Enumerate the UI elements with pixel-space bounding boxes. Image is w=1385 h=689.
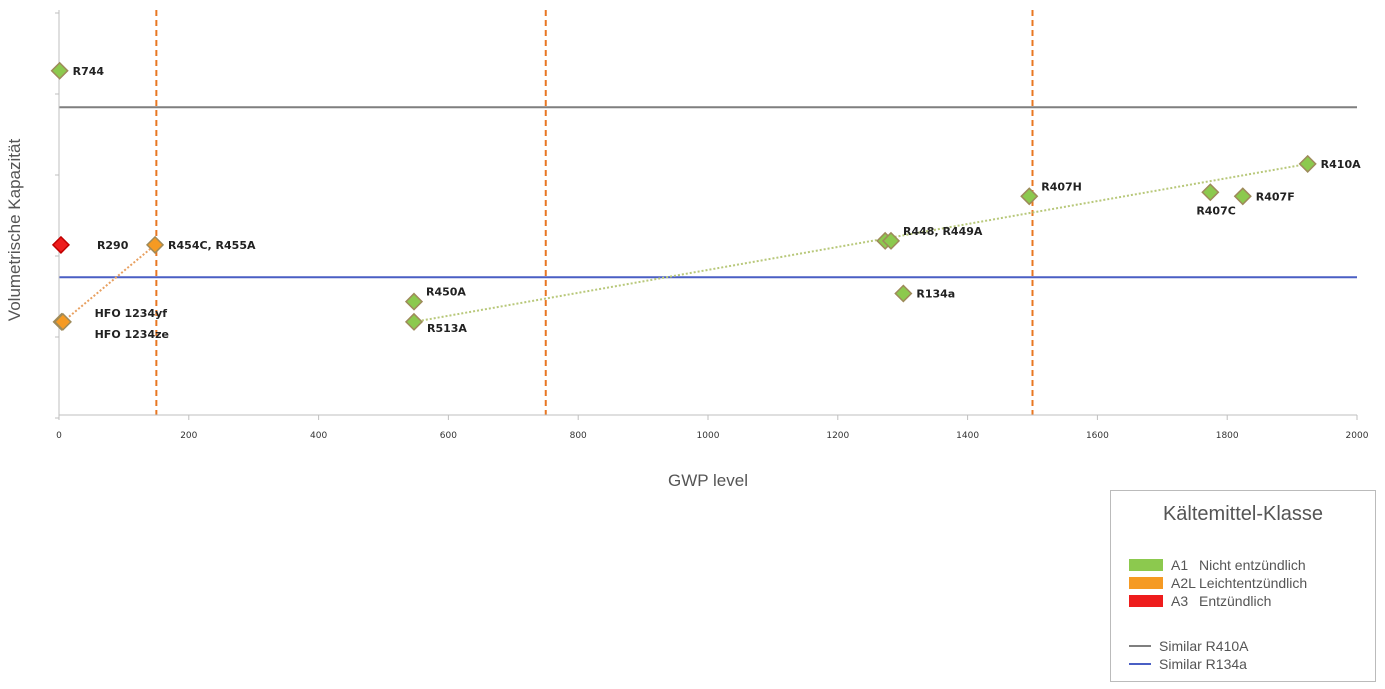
point-label-r410a: R410A <box>1321 158 1361 171</box>
data-point-r134a <box>894 284 913 303</box>
data-points <box>50 61 1317 331</box>
point-label-r744: R744 <box>73 65 105 78</box>
legend-text-similar-r410a: Similar R410A <box>1159 638 1249 654</box>
data-point-r407f <box>1233 187 1252 206</box>
point-label-r513a: R513A <box>427 322 467 335</box>
legend-item-a2l: A2L Leichtentzündlich <box>1129 575 1307 591</box>
legend-item-a1: A1 Nicht entzündlich <box>1129 557 1306 573</box>
legend-code-a3: A3 <box>1171 593 1189 609</box>
x-tick-label-600: 600 <box>440 431 457 441</box>
legend-text-a1: Nicht entzündlich <box>1199 557 1306 573</box>
axes: 0 200 400 600 800 1000 1200 1400 1600 1800 2000 <box>55 10 1369 441</box>
point-label-r454c-r455a: R454C, R455A <box>168 239 256 252</box>
x-tick-label-400: 400 <box>310 431 327 441</box>
data-point-r407h <box>1020 187 1039 206</box>
data-point-r290 <box>51 235 71 254</box>
point-labels: R744 R290 HFO 1234yf HFO 1234ze R454C, R455A… <box>73 65 1361 341</box>
legend-text-similar-r134a: Similar R134a <box>1159 656 1247 672</box>
data-point-r744 <box>50 61 69 80</box>
point-label-r407f: R407F <box>1256 190 1295 203</box>
y-axis-title: Volumetrische Kapazität <box>5 139 24 322</box>
trend-line-1 <box>62 244 156 323</box>
x-tick-label-0: 0 <box>56 431 62 441</box>
legend-line-r134a <box>1129 663 1151 665</box>
x-tick-label-2000: 2000 <box>1346 431 1369 441</box>
trend-line-2 <box>413 162 1308 323</box>
data-point-r454c-r455a <box>145 235 165 254</box>
data-point-r410a <box>1298 154 1317 173</box>
x-tick-label-1000: 1000 <box>697 431 720 441</box>
x-tick-label-1600: 1600 <box>1086 431 1109 441</box>
legend-line-r410a <box>1129 645 1151 647</box>
x-tick-label-200: 200 <box>180 431 197 441</box>
legend-text-a3: Entzündlich <box>1199 593 1272 609</box>
data-point-r513a <box>404 312 424 331</box>
point-label-r407c: R407C <box>1196 204 1236 217</box>
x-tick-label-1400: 1400 <box>956 431 979 441</box>
point-label-hfo-1234yf: HFO 1234yf <box>95 307 168 320</box>
point-label-r134a: R134a <box>916 288 955 301</box>
point-label-r407h: R407H <box>1041 180 1082 193</box>
threshold-lines <box>155 10 1034 415</box>
legend-swatch-a3 <box>1129 595 1163 607</box>
x-tick-label-800: 800 <box>570 431 587 441</box>
point-label-hfo-1234ze: HFO 1234ze <box>95 328 169 341</box>
data-point-r449a <box>881 231 901 250</box>
reference-lines <box>59 106 1357 279</box>
data-point-r407c <box>1201 183 1220 202</box>
data-point-hfo-1234ze <box>53 312 72 331</box>
trend-lines <box>62 162 1308 323</box>
legend: Kältemittel-Klasse A1 Nicht entzündlich … <box>1110 490 1376 682</box>
legend-item-a3: A3 Entzündlich <box>1129 593 1271 609</box>
x-axis-title: GWP level <box>668 471 748 490</box>
x-tick-label-1800: 1800 <box>1216 431 1239 441</box>
legend-code-a1: A1 <box>1171 557 1189 573</box>
point-label-r290: R290 <box>97 239 129 252</box>
point-label-r448-r449a: R448, R449A <box>903 225 983 238</box>
legend-item-similar-r410a: Similar R410A <box>1129 638 1248 654</box>
legend-swatch-a2l <box>1129 577 1163 589</box>
point-label-r450a: R450A <box>426 286 466 299</box>
legend-text-a2l: Leichtentzündlich <box>1199 575 1308 591</box>
legend-title: Kältemittel-Klasse <box>1162 503 1324 525</box>
data-point-r450a <box>404 292 424 311</box>
legend-code-a2l: A2L <box>1171 575 1196 591</box>
legend-swatch-a1 <box>1129 559 1163 571</box>
x-tick-label-1200: 1200 <box>826 431 849 441</box>
legend-item-similar-r134a: Similar R134a <box>1129 656 1247 672</box>
